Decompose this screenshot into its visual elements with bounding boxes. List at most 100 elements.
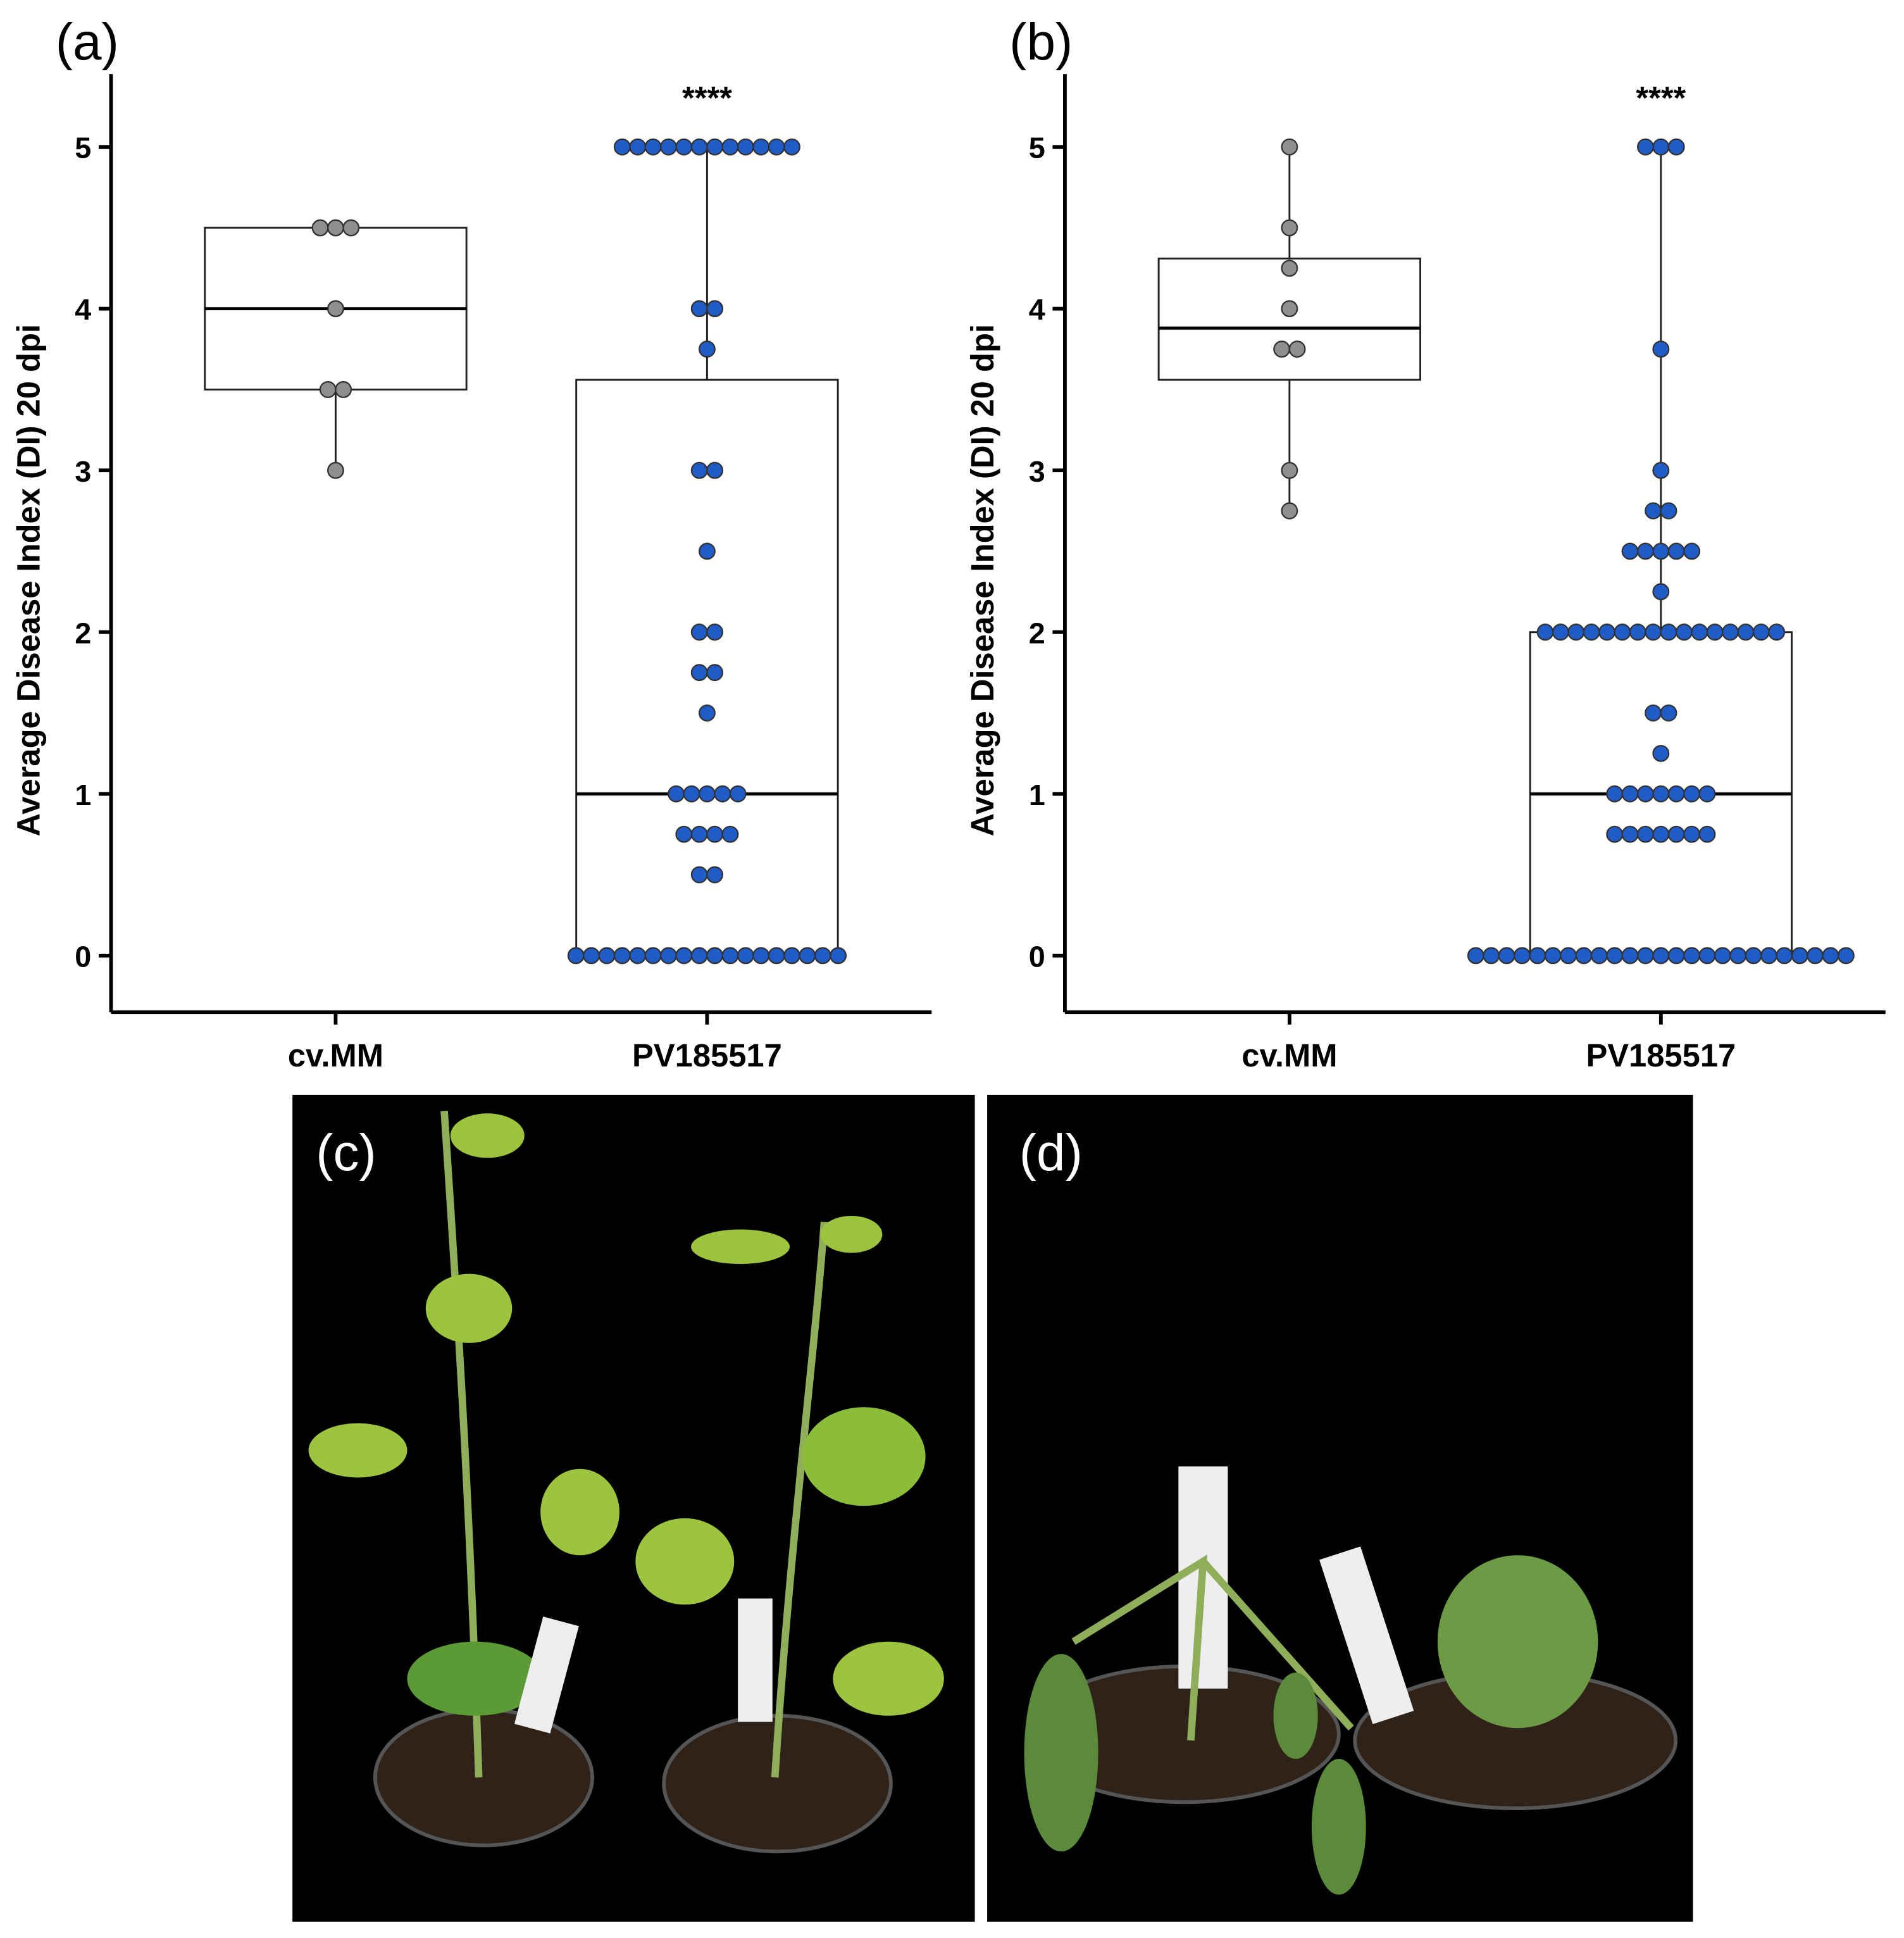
- data-point: [629, 947, 647, 965]
- data-point: [1660, 704, 1677, 722]
- data-point: [613, 947, 631, 965]
- data-point: [1621, 947, 1639, 965]
- category-label: cv.MM: [1241, 1037, 1337, 1073]
- data-point: [721, 138, 739, 156]
- data-point: [1667, 947, 1685, 965]
- data-point: [1768, 623, 1786, 641]
- box: [575, 378, 839, 957]
- data-point: [1636, 138, 1654, 156]
- data-point: [629, 138, 647, 156]
- data-point: [342, 219, 360, 237]
- data-point: [698, 341, 716, 358]
- data-point: [737, 138, 754, 156]
- data-point: [1683, 785, 1701, 803]
- data-point: [706, 623, 724, 641]
- data-point: [706, 825, 724, 843]
- y-tick-label: 5: [1029, 132, 1045, 165]
- significance-annotation: ****: [1636, 80, 1686, 116]
- data-point: [1288, 341, 1306, 358]
- y-axis-label: Average Disease Index (DI) 20 dpi: [10, 324, 46, 836]
- data-point: [1652, 583, 1670, 601]
- data-point: [1822, 947, 1839, 965]
- data-point: [1552, 623, 1569, 641]
- data-point: [1629, 623, 1646, 641]
- data-point: [319, 381, 337, 398]
- data-point: [644, 138, 662, 156]
- data-point: [1683, 542, 1701, 560]
- y-axis-label: Average Disease Index (DI) 20 dpi: [964, 324, 1000, 836]
- data-point: [1560, 947, 1577, 965]
- data-point: [1652, 542, 1670, 560]
- data-point: [1652, 138, 1670, 156]
- y-tick-label: 1: [1029, 778, 1045, 811]
- data-point: [327, 300, 344, 318]
- data-point: [1752, 623, 1770, 641]
- data-point: [683, 785, 700, 803]
- data-point: [729, 785, 747, 803]
- y-tick-label: 0: [1029, 940, 1045, 973]
- y-tick-label: 0: [75, 940, 91, 973]
- data-point: [1281, 502, 1298, 520]
- data-point: [1544, 947, 1562, 965]
- data-point: [1652, 341, 1670, 358]
- data-point: [1281, 138, 1298, 156]
- category-label: PV185517: [632, 1037, 782, 1073]
- data-point: [1660, 623, 1677, 641]
- data-point: [1675, 623, 1693, 641]
- data-point: [1667, 825, 1685, 843]
- data-point: [613, 138, 631, 156]
- box-chart: (b) Average Disease Index (DI) 20 dpi 0 1 2 3…: [964, 13, 1886, 1073]
- photo-label: (c): [316, 1124, 376, 1182]
- data-point: [1467, 947, 1484, 965]
- data-point: [1645, 704, 1662, 722]
- data-point: [1636, 825, 1654, 843]
- data-point: [1606, 785, 1624, 803]
- data-point: [567, 947, 585, 965]
- data-point: [1652, 461, 1670, 479]
- data-point: [660, 138, 677, 156]
- box: [1157, 258, 1422, 381]
- data-point: [1683, 825, 1701, 843]
- photo-c: (c): [292, 1094, 975, 1922]
- data-point: [1575, 947, 1593, 965]
- data-point: [1776, 947, 1793, 965]
- data-point: [1536, 623, 1554, 641]
- panel-label: (b): [1009, 13, 1073, 71]
- y-tick-label: 2: [75, 616, 91, 649]
- data-point: [1529, 947, 1546, 965]
- data-point: [721, 947, 739, 965]
- data-point: [1281, 300, 1298, 318]
- data-point: [675, 947, 693, 965]
- data-point: [706, 300, 724, 318]
- data-point: [706, 866, 724, 884]
- y-tick-label: 5: [75, 132, 91, 165]
- data-point: [1614, 623, 1631, 641]
- data-point: [1667, 138, 1685, 156]
- category-label: PV185517: [1586, 1037, 1736, 1073]
- data-point: [1760, 947, 1777, 965]
- data-point: [1791, 947, 1808, 965]
- data-point: [737, 947, 754, 965]
- data-point: [1652, 825, 1670, 843]
- data-point: [1636, 947, 1654, 965]
- data-point: [644, 947, 662, 965]
- data-point: [1683, 947, 1701, 965]
- significance-annotation: ****: [682, 80, 732, 116]
- data-point: [1281, 461, 1298, 479]
- data-point: [675, 138, 693, 156]
- data-point: [799, 947, 816, 965]
- data-point: [1652, 785, 1670, 803]
- data-point: [327, 461, 344, 479]
- data-point: [1621, 785, 1639, 803]
- data-point: [1583, 623, 1600, 641]
- data-point: [814, 947, 831, 965]
- data-point: [1636, 542, 1654, 560]
- data-point: [327, 219, 344, 237]
- data-point: [1660, 502, 1677, 520]
- data-point: [1837, 947, 1855, 965]
- data-point: [830, 947, 847, 965]
- data-point: [698, 704, 716, 722]
- data-point: [1645, 623, 1662, 641]
- data-point: [714, 785, 731, 803]
